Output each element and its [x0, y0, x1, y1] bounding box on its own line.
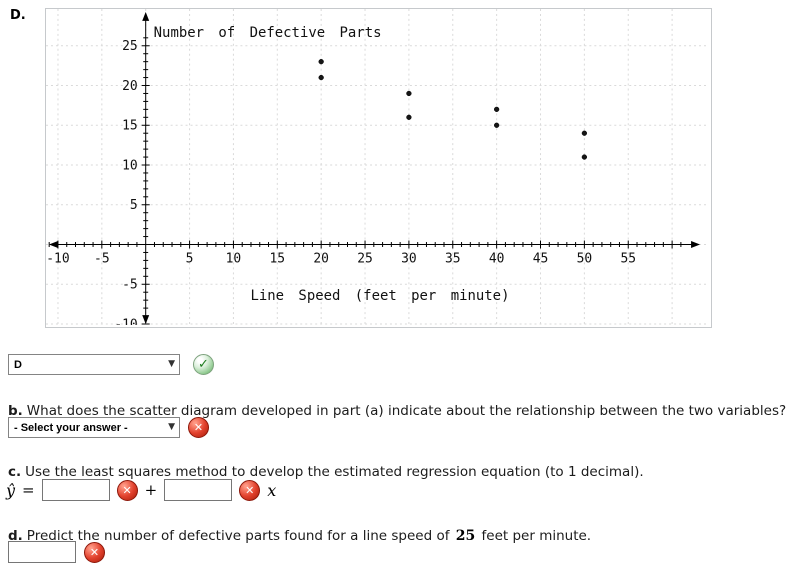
svg-text:15: 15	[270, 251, 286, 266]
question-b: b. What does the scatter diagram develope…	[8, 403, 786, 419]
svg-text:-10: -10	[114, 317, 137, 325]
slope-input[interactable]	[164, 479, 233, 501]
part-d-answer-input[interactable]	[8, 541, 76, 563]
part-b-answer-dropdown[interactable]: - Select your answer - ▼	[8, 417, 180, 438]
question-c: c. Use the least squares method to develo…	[8, 464, 644, 480]
incorrect-status-icon: ✕	[188, 417, 209, 438]
svg-text:15: 15	[122, 119, 138, 134]
svg-text:10: 10	[122, 159, 138, 174]
question-b-text: What does the scatter diagram developed …	[26, 402, 787, 419]
question-d-text-before: Predict the number of defective parts fo…	[26, 527, 454, 544]
svg-text:35: 35	[445, 251, 461, 266]
svg-text:25: 25	[357, 251, 373, 266]
scatter-plot: -10 -5 5 10 15 20 25 30 35 40 45 50 55 -10 -5 5 10 15 20 25…	[46, 9, 709, 325]
question-b-label: b.	[8, 402, 23, 419]
chevron-down-icon: ▼	[168, 359, 175, 369]
scatter-chart: -10 -5 5 10 15 20 25 30 35 40 45 50 55 -10 -5 5 10 15 20 25…	[45, 8, 712, 328]
regression-equation-row: ŷ = ✕ + ✕ x	[6, 478, 276, 502]
intercept-input[interactable]	[41, 479, 110, 501]
svg-text:Number of Defective Parts: Number of Defective Parts	[154, 25, 382, 41]
question-d: d. Predict the number of defective parts …	[8, 528, 591, 544]
question-c-label: c.	[8, 463, 22, 480]
svg-text:5: 5	[186, 251, 194, 266]
svg-text:50: 50	[577, 251, 593, 266]
question-d-label: d.	[8, 527, 23, 544]
svg-text:Line Speed (feet per minute): Line Speed (feet per minute)	[250, 288, 509, 304]
part-a-dropdown-value: D	[14, 358, 22, 371]
incorrect-status-icon: ✕	[116, 479, 138, 501]
svg-text:45: 45	[533, 251, 549, 266]
svg-text:40: 40	[489, 251, 505, 266]
part-b-answer-row: - Select your answer - ▼ ✕	[8, 417, 209, 438]
svg-text:55: 55	[620, 251, 636, 266]
part-a-answer-row: D ▼ ✓	[8, 354, 214, 375]
correct-status-icon: ✓	[193, 354, 214, 375]
part-a-answer-dropdown[interactable]: D ▼	[8, 354, 180, 375]
line-speed-value: 25	[455, 527, 476, 544]
incorrect-status-icon: ✕	[84, 541, 105, 563]
svg-text:10: 10	[226, 251, 242, 266]
chevron-down-icon: ▼	[168, 422, 175, 432]
part-label: D.	[10, 8, 26, 23]
x-variable: x	[267, 480, 277, 500]
svg-text:30: 30	[401, 251, 417, 266]
svg-text:5: 5	[130, 198, 138, 213]
part-d-answer-row: ✕	[8, 541, 105, 563]
incorrect-status-icon: ✕	[239, 479, 261, 501]
svg-text:20: 20	[313, 251, 329, 266]
equals-sign: =	[22, 481, 35, 499]
question-d-text-after: feet per minute.	[477, 527, 592, 544]
yhat-symbol: ŷ	[6, 480, 16, 500]
svg-text:20: 20	[122, 79, 138, 94]
svg-text:-5: -5	[94, 251, 110, 266]
question-c-text: Use the least squares method to develop …	[25, 463, 644, 480]
svg-text:-5: -5	[122, 278, 138, 293]
part-b-dropdown-value: - Select your answer -	[14, 421, 128, 434]
plus-sign: +	[144, 481, 158, 499]
svg-text:-10: -10	[46, 251, 69, 266]
svg-text:25: 25	[122, 39, 138, 54]
